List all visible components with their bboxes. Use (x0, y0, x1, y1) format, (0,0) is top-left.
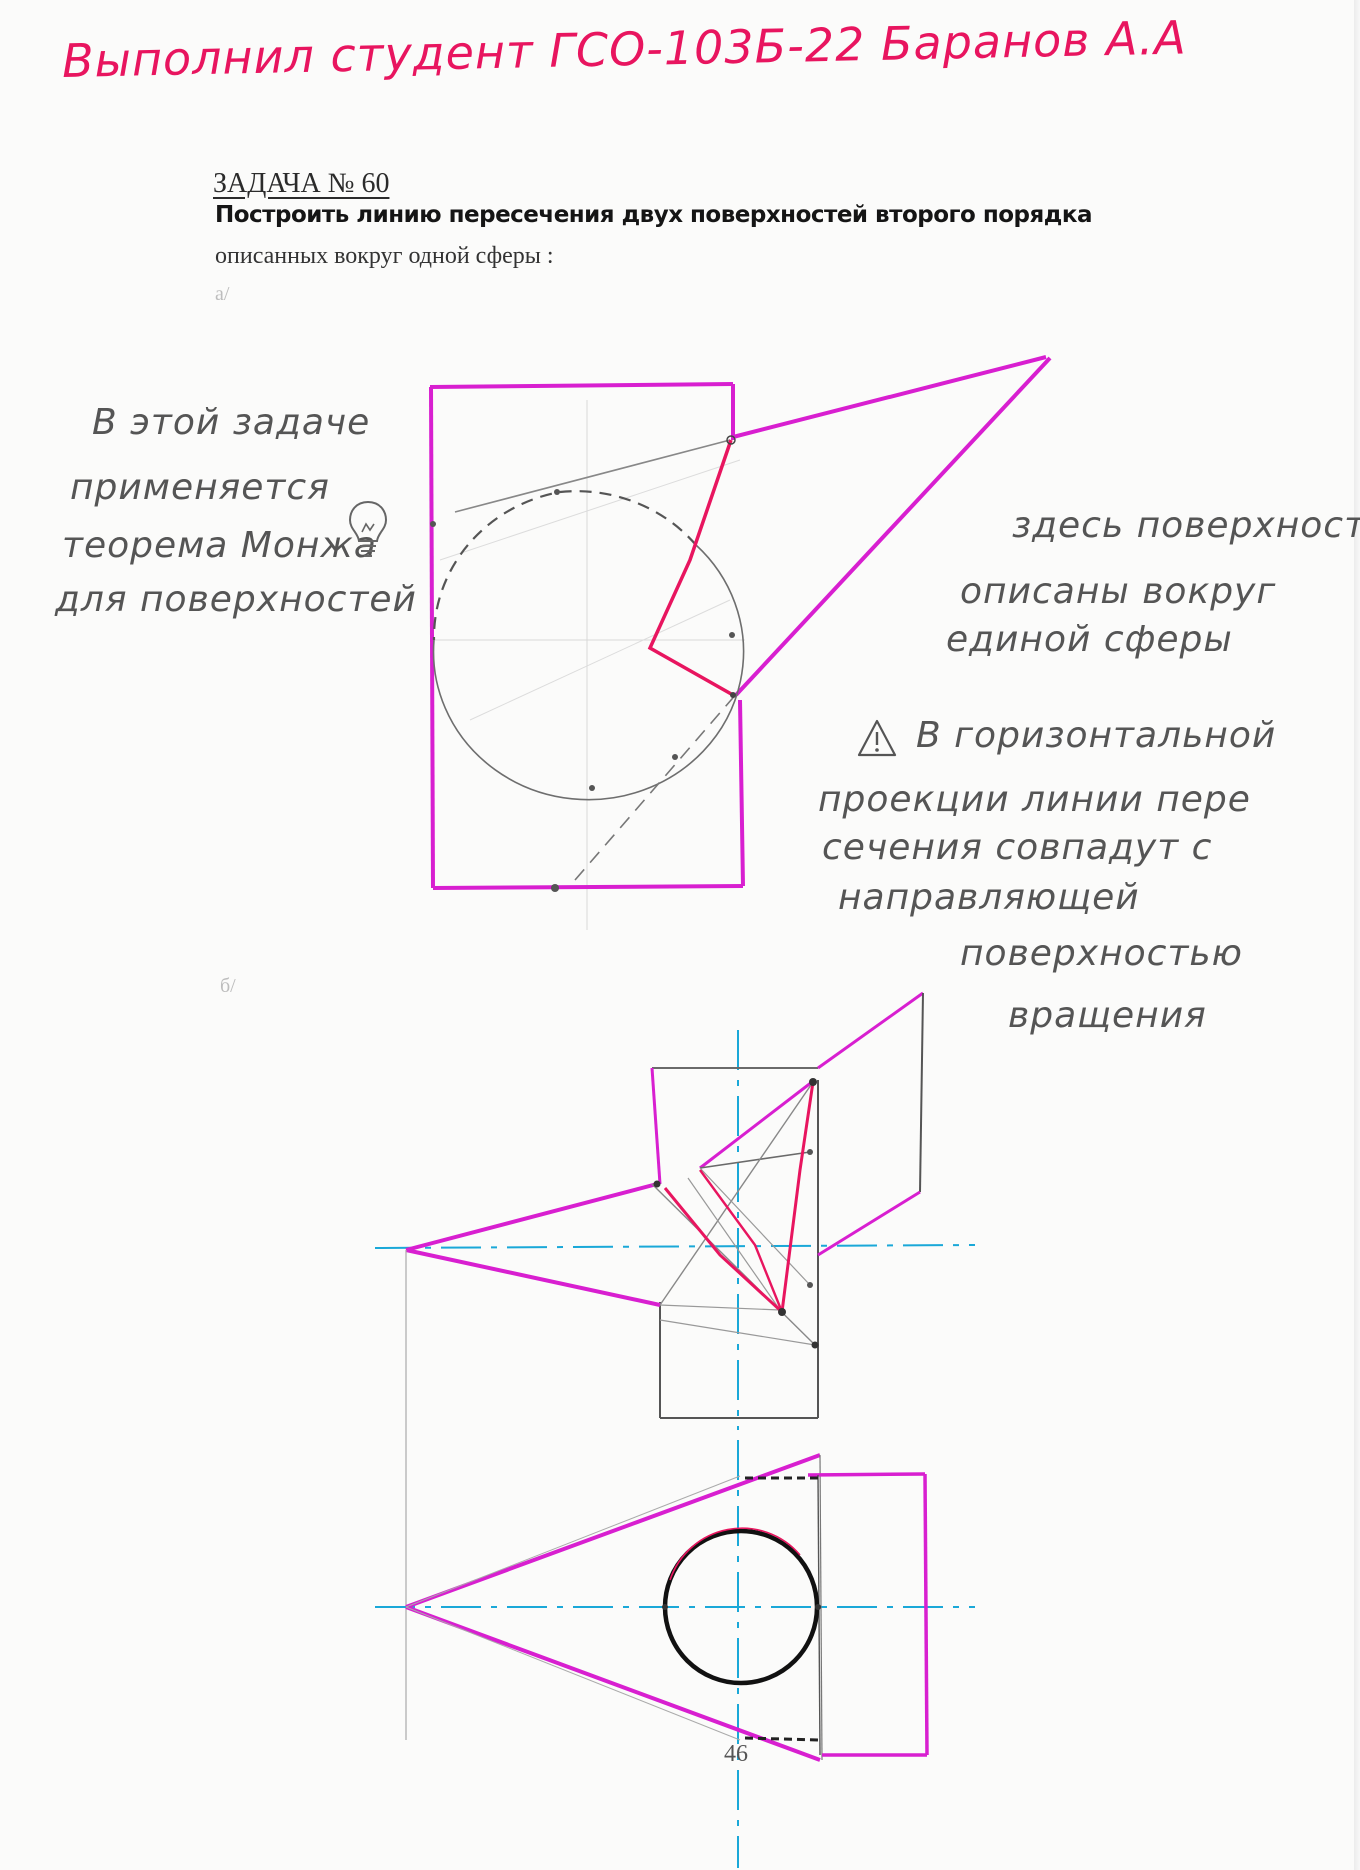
intersection-line (663, 1187, 784, 1314)
warning-note-line-2: проекции линии пере (818, 779, 1251, 820)
intersection-line (780, 1081, 815, 1313)
intersection-line (647, 439, 734, 697)
construction-line (659, 1319, 816, 1346)
point (672, 754, 678, 760)
warning-note-line-1: В горизонтальной (916, 715, 1277, 756)
point (589, 785, 595, 791)
task-number: ЗАДАЧА № 60 (213, 168, 390, 199)
cone-upper-outline (405, 1453, 821, 1609)
construction-line (469, 599, 731, 721)
point (730, 692, 736, 698)
warning-triangle-icon (857, 719, 897, 757)
tilted-cylinder-end (919, 992, 924, 1193)
cone-upper-generatrix (732, 355, 1047, 439)
cone-upper-generatrix (405, 1182, 658, 1252)
cone-lower-generatrix (734, 356, 1052, 697)
task-statement-continued: описанных вокруг одной сферы : (215, 243, 554, 269)
cone-lower-generatrix (405, 1248, 661, 1307)
drawing-b-frontal (374, 991, 976, 1740)
cone-lower-outline (405, 1605, 821, 1762)
point (811, 1341, 819, 1349)
tilted-cylinder-top (817, 991, 924, 1070)
warning-note-line-6: вращения (1008, 995, 1207, 1036)
construction-line (687, 1177, 781, 1311)
right-note-line-3: единой сферы (946, 619, 1233, 660)
point (809, 1078, 817, 1086)
inscribed-sphere-hidden (432, 490, 697, 641)
cylinder-top-edge (429, 382, 734, 389)
left-note-line-4: для поверхностей (55, 579, 417, 620)
page-number: 46 (724, 1741, 748, 1767)
construction-line (659, 1081, 814, 1306)
right-note-line-2: описаны вокруг (960, 571, 1277, 612)
part-a-label: а/ (215, 283, 230, 305)
warning-note-line-4: направляющей (838, 877, 1140, 918)
tangent-line (454, 439, 731, 513)
point (778, 1308, 786, 1316)
point (807, 1282, 813, 1288)
tilted-cylinder-front (699, 1080, 813, 1170)
scan-edge (1354, 0, 1360, 1870)
cylinder-right-edge-bottom (738, 699, 745, 887)
horizontal-axis (374, 1244, 976, 1249)
warning-note-line-5: поверхностью (960, 933, 1243, 974)
point (430, 521, 436, 527)
tangent-line-hidden (574, 691, 739, 881)
point (726, 435, 736, 445)
left-note-line-3: теорема Монжа (62, 525, 377, 566)
cylinder-left-edge (429, 386, 435, 889)
warning-note-line-3: сечения совпадут с (822, 827, 1213, 868)
intersection-arc (669, 1527, 801, 1581)
point (807, 1149, 813, 1155)
point (554, 489, 560, 495)
construction-line (659, 1304, 781, 1311)
left-note-line-1: В этой задаче (92, 402, 371, 443)
inscribed-sphere (432, 544, 745, 801)
construction-line (405, 1606, 741, 1741)
cylinder-inner-edge (817, 1474, 821, 1756)
point (729, 632, 735, 638)
lightbulb-icon (348, 500, 388, 557)
part-b-label: б/ (220, 975, 236, 997)
tilted-cylinder-bottom (817, 1190, 921, 1257)
point (815, 1604, 821, 1610)
construction-line (439, 459, 741, 561)
left-note-line-2: применяется (70, 467, 330, 508)
cone-base-line (819, 1454, 823, 1761)
drawing-a (429, 355, 1052, 930)
tilted-cylinder-face (699, 1151, 811, 1169)
cylinder-bottom-edge (432, 884, 744, 890)
cylinder-end-outline (923, 1473, 929, 1756)
point (551, 884, 559, 892)
construction-line (651, 1183, 816, 1346)
intersection-line (699, 1169, 784, 1313)
point (653, 1180, 661, 1188)
cylinder-left-edge (650, 1067, 662, 1185)
task-statement: Построить линию пересечения двух поверхн… (215, 202, 1092, 228)
cylinder-top-outline (807, 1472, 926, 1477)
right-note-line-1: здесь поверхности (1012, 505, 1360, 546)
point (662, 1604, 668, 1610)
construction-line (405, 1475, 741, 1608)
construction-line (699, 1167, 811, 1286)
